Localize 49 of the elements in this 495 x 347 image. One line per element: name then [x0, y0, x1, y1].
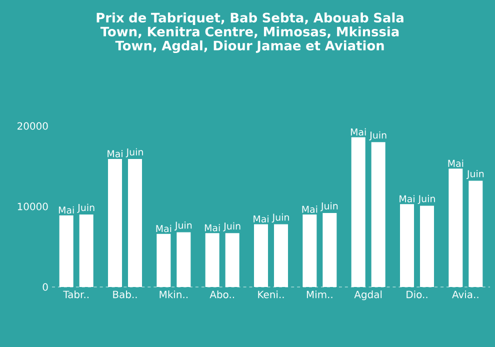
text: Mai: [448, 160, 464, 167]
bar: [225, 233, 240, 287]
bar: [205, 233, 220, 287]
bar: [108, 159, 122, 287]
chart-title: Prix de Tabriquet, Bab Sebta, Abouab Sala Town, Kenitra Centre, Mimosas, Mkinssia Town, Agdal, Diour Jamae et Aviation: [96, 12, 404, 54]
series-label: Juin: [77, 204, 94, 213]
text: Juin: [272, 213, 289, 223]
x-tick-label: Agdal: [354, 290, 382, 300]
bar: [128, 159, 142, 287]
bar: [59, 215, 74, 287]
x-tick-label: Keni..: [258, 290, 284, 298]
bar: [274, 224, 288, 287]
y-tick-label: 10000: [18, 202, 48, 210]
text: Mai: [254, 215, 268, 223]
series-label: Mai: [302, 206, 318, 213]
bar: [302, 214, 317, 287]
x-tick-label: Mim..: [306, 290, 332, 298]
bar: [468, 180, 483, 287]
text: Mai: [58, 206, 74, 214]
bar: [420, 206, 434, 287]
text: Juin: [320, 202, 338, 212]
text: Mai: [400, 195, 414, 202]
bar: [448, 168, 463, 287]
bar: [400, 204, 414, 287]
x-tick-label: Mkin..: [160, 290, 188, 298]
bar: [371, 142, 386, 287]
y-tick-label: 0: [42, 283, 48, 291]
x-tick-label: Abo..: [210, 290, 234, 298]
text: Juin: [369, 131, 386, 140]
x-tick-label: Avia..: [452, 290, 478, 298]
bar: [79, 214, 94, 287]
x-tick-label: Tabr..: [63, 290, 88, 298]
bar: [156, 234, 171, 287]
text: Juin: [174, 221, 192, 231]
text: Juin: [418, 194, 435, 204]
text: Juin: [466, 170, 484, 180]
y-tick-label: 20000: [18, 122, 48, 130]
bar: [322, 212, 337, 287]
bar: [351, 137, 366, 287]
bar: [254, 224, 268, 287]
text: Mai: [108, 150, 122, 158]
text: Mai: [204, 224, 220, 232]
text: Mai: [350, 128, 366, 136]
x-tick-label: Dio..: [406, 290, 428, 298]
x-tick-label: Bab..: [113, 290, 137, 298]
bar: [176, 232, 191, 287]
text: Juin: [223, 222, 240, 232]
text: Juin: [126, 148, 143, 158]
text: Mai: [156, 224, 172, 232]
